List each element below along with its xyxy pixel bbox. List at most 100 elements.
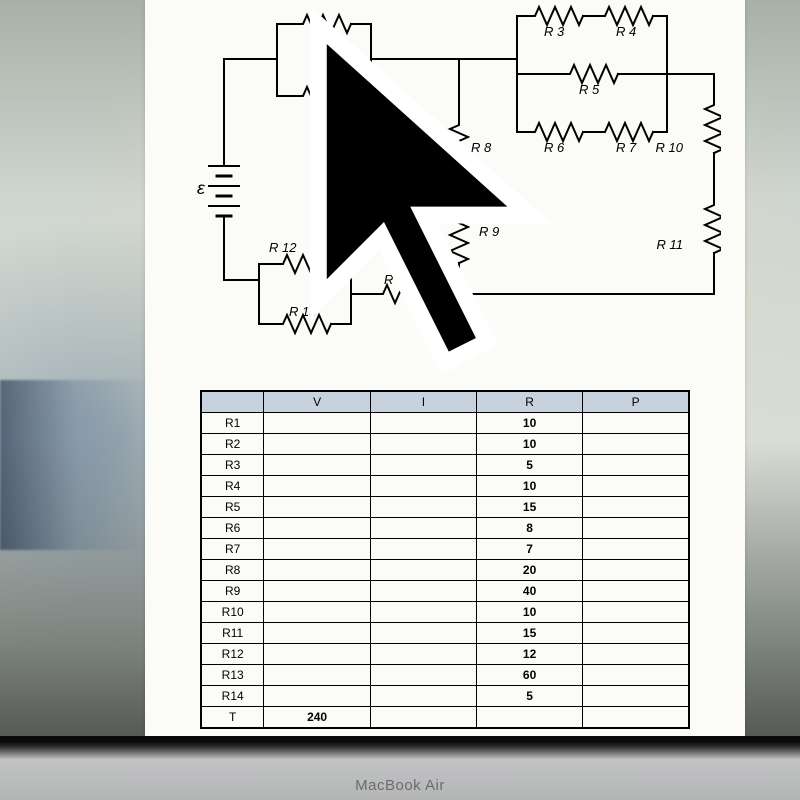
cell-R: 12 (476, 644, 582, 665)
cell-V (264, 560, 370, 581)
resistor-r5 (564, 65, 618, 83)
circuit-diagram: ε R 1 R 2 R 3 R 4 R 5 R 6 R 7 R 8 R 9 R … (169, 4, 721, 384)
cell-V (264, 602, 370, 623)
cell-R: 15 (476, 623, 582, 644)
row-name: R12 (201, 644, 264, 665)
resistor-r12 (277, 255, 331, 273)
resistor-r14 (377, 285, 431, 303)
cell-R: 5 (476, 455, 582, 476)
col-blank (201, 391, 264, 413)
col-i: I (370, 391, 476, 413)
table-header-row: V I R P (201, 391, 689, 413)
row-name: R4 (201, 476, 264, 497)
resistor-r10 (705, 99, 721, 153)
resistor-r4 (599, 7, 653, 25)
emf-label: ε (197, 178, 206, 198)
cell-I (370, 413, 476, 434)
col-r: R (476, 391, 582, 413)
cell-V (264, 623, 370, 644)
cell-P (583, 623, 689, 644)
table-row: R3 5 (201, 455, 689, 476)
table-row: R12 12 (201, 644, 689, 665)
cell-I (370, 539, 476, 560)
label-r12: R 12 (269, 240, 297, 255)
cell-R: 10 (476, 434, 582, 455)
row-name: R2 (201, 434, 264, 455)
table-row: R110 (201, 413, 689, 434)
cell-R: 40 (476, 581, 582, 602)
resistor-r3 (529, 7, 583, 25)
cell-I (370, 581, 476, 602)
cell-I (370, 455, 476, 476)
cell-R: 60 (476, 665, 582, 686)
label-r2: R 2 (314, 104, 335, 119)
label-r13: R 13 (289, 304, 317, 319)
cell-P (583, 560, 689, 581)
cell-P (583, 413, 689, 434)
cell-P (583, 434, 689, 455)
table-row: R11 15 (201, 623, 689, 644)
cell-I (370, 644, 476, 665)
resistor-r6 (529, 123, 583, 141)
label-r5: R 5 (579, 82, 600, 97)
row-name: T (201, 707, 264, 729)
cell-V (264, 686, 370, 707)
cell-P (583, 518, 689, 539)
cell-R: 8 (476, 518, 582, 539)
resistor-r11 (705, 199, 721, 253)
col-v: V (264, 391, 370, 413)
table-row: R820 (201, 560, 689, 581)
label-r14: R 14 (384, 272, 411, 287)
cell-P (583, 644, 689, 665)
cell-R: 10 (476, 476, 582, 497)
cell-I (370, 560, 476, 581)
resistor-r9 (450, 209, 468, 263)
table-row: R68 (201, 518, 689, 539)
cell-V (264, 539, 370, 560)
cell-I (370, 476, 476, 497)
resistor-r2 (297, 87, 351, 105)
cell-V (264, 581, 370, 602)
cell-V (264, 476, 370, 497)
label-r6: R 6 (544, 140, 565, 155)
cell-V (264, 518, 370, 539)
battery-icon (209, 166, 239, 216)
label-r9: R 9 (479, 224, 499, 239)
cell-I (370, 602, 476, 623)
cell-I (370, 707, 476, 729)
cell-V (264, 434, 370, 455)
cell-P (583, 476, 689, 497)
cell-P (583, 707, 689, 729)
cell-R: 10 (476, 602, 582, 623)
table-row: R145 (201, 686, 689, 707)
table-row: R1010 (201, 602, 689, 623)
row-name: R11 (201, 623, 264, 644)
row-name: R3 (201, 455, 264, 476)
label-r3: R 3 (544, 24, 565, 39)
label-r10: R 10 (656, 140, 684, 155)
table-row: R515 (201, 497, 689, 518)
label-r7: R 7 (616, 140, 637, 155)
cell-P (583, 455, 689, 476)
cell-V (264, 455, 370, 476)
cell-P (583, 602, 689, 623)
cell-P (583, 539, 689, 560)
row-name: R7 (201, 539, 264, 560)
table-row: R2 10 (201, 434, 689, 455)
circuit-svg: ε R 1 R 2 R 3 R 4 R 5 R 6 R 7 R 8 R 9 R … (169, 4, 721, 384)
values-table: V I R P R110R210R35R410R515R68R77R820R94… (200, 390, 690, 729)
cell-P (583, 581, 689, 602)
cell-V (264, 644, 370, 665)
resistor-r1 (297, 15, 351, 33)
document-page: ε R 1 R 2 R 3 R 4 R 5 R 6 R 7 R 8 R 9 R … (145, 0, 745, 736)
table-row: R1360 (201, 665, 689, 686)
cell-P (583, 686, 689, 707)
cell-V: 240 (264, 707, 370, 729)
label-r11: R 11 (657, 237, 684, 252)
cell-I (370, 518, 476, 539)
device-label: MacBook Air (355, 777, 445, 794)
cell-V (264, 497, 370, 518)
row-name: R14 (201, 686, 264, 707)
table-row: R77 (201, 539, 689, 560)
cell-I (370, 497, 476, 518)
